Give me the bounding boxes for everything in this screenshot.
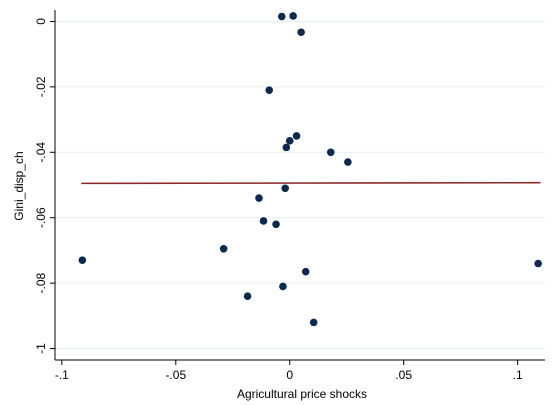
y-axis-ticks: 0 -.02 -.04 -.06 -.08 -1 (34, 18, 55, 354)
y-tick-label: -.02 (34, 76, 48, 97)
fit-line (81, 181, 541, 185)
data-point (219, 244, 228, 253)
data-point (292, 132, 301, 140)
y-axis-label: Gini_disp_ch (12, 151, 26, 220)
x-tick-label: -.05 (165, 368, 186, 382)
data-point (285, 137, 294, 145)
data-point (272, 220, 280, 229)
data-point (265, 86, 274, 94)
y-tick-label: 0 (34, 18, 48, 25)
data-point (297, 28, 305, 37)
data-point (534, 259, 542, 268)
data-point (344, 158, 352, 166)
data-point (289, 12, 297, 20)
data-point (255, 194, 263, 202)
data-point (78, 256, 87, 265)
x-tick-label: -.1 (55, 368, 69, 382)
data-point (326, 148, 335, 157)
y-tick-label: -.06 (34, 207, 48, 228)
data-point (259, 217, 268, 225)
y-tick-label: -.08 (34, 272, 48, 293)
data-point (243, 292, 252, 301)
axes (54, 10, 545, 361)
fit-line-group (81, 181, 541, 185)
x-tick-label: 0 (286, 368, 293, 382)
x-tick-label: .05 (395, 368, 412, 382)
x-axis-ticks: -.1 -.05 0 .05 .1 (55, 360, 523, 382)
y-tick-label: -.04 (34, 142, 48, 163)
data-point (277, 12, 286, 21)
data-point (309, 318, 318, 327)
x-axis-label: Agricultural price shocks (237, 387, 367, 401)
grid-lines (55, 20, 545, 350)
data-point (279, 282, 287, 291)
x-tick-label: .1 (513, 368, 523, 382)
data-points (78, 12, 542, 327)
data-point (282, 143, 291, 152)
data-point (281, 184, 289, 193)
data-point (301, 267, 310, 276)
y-tick-label: -1 (34, 343, 48, 354)
